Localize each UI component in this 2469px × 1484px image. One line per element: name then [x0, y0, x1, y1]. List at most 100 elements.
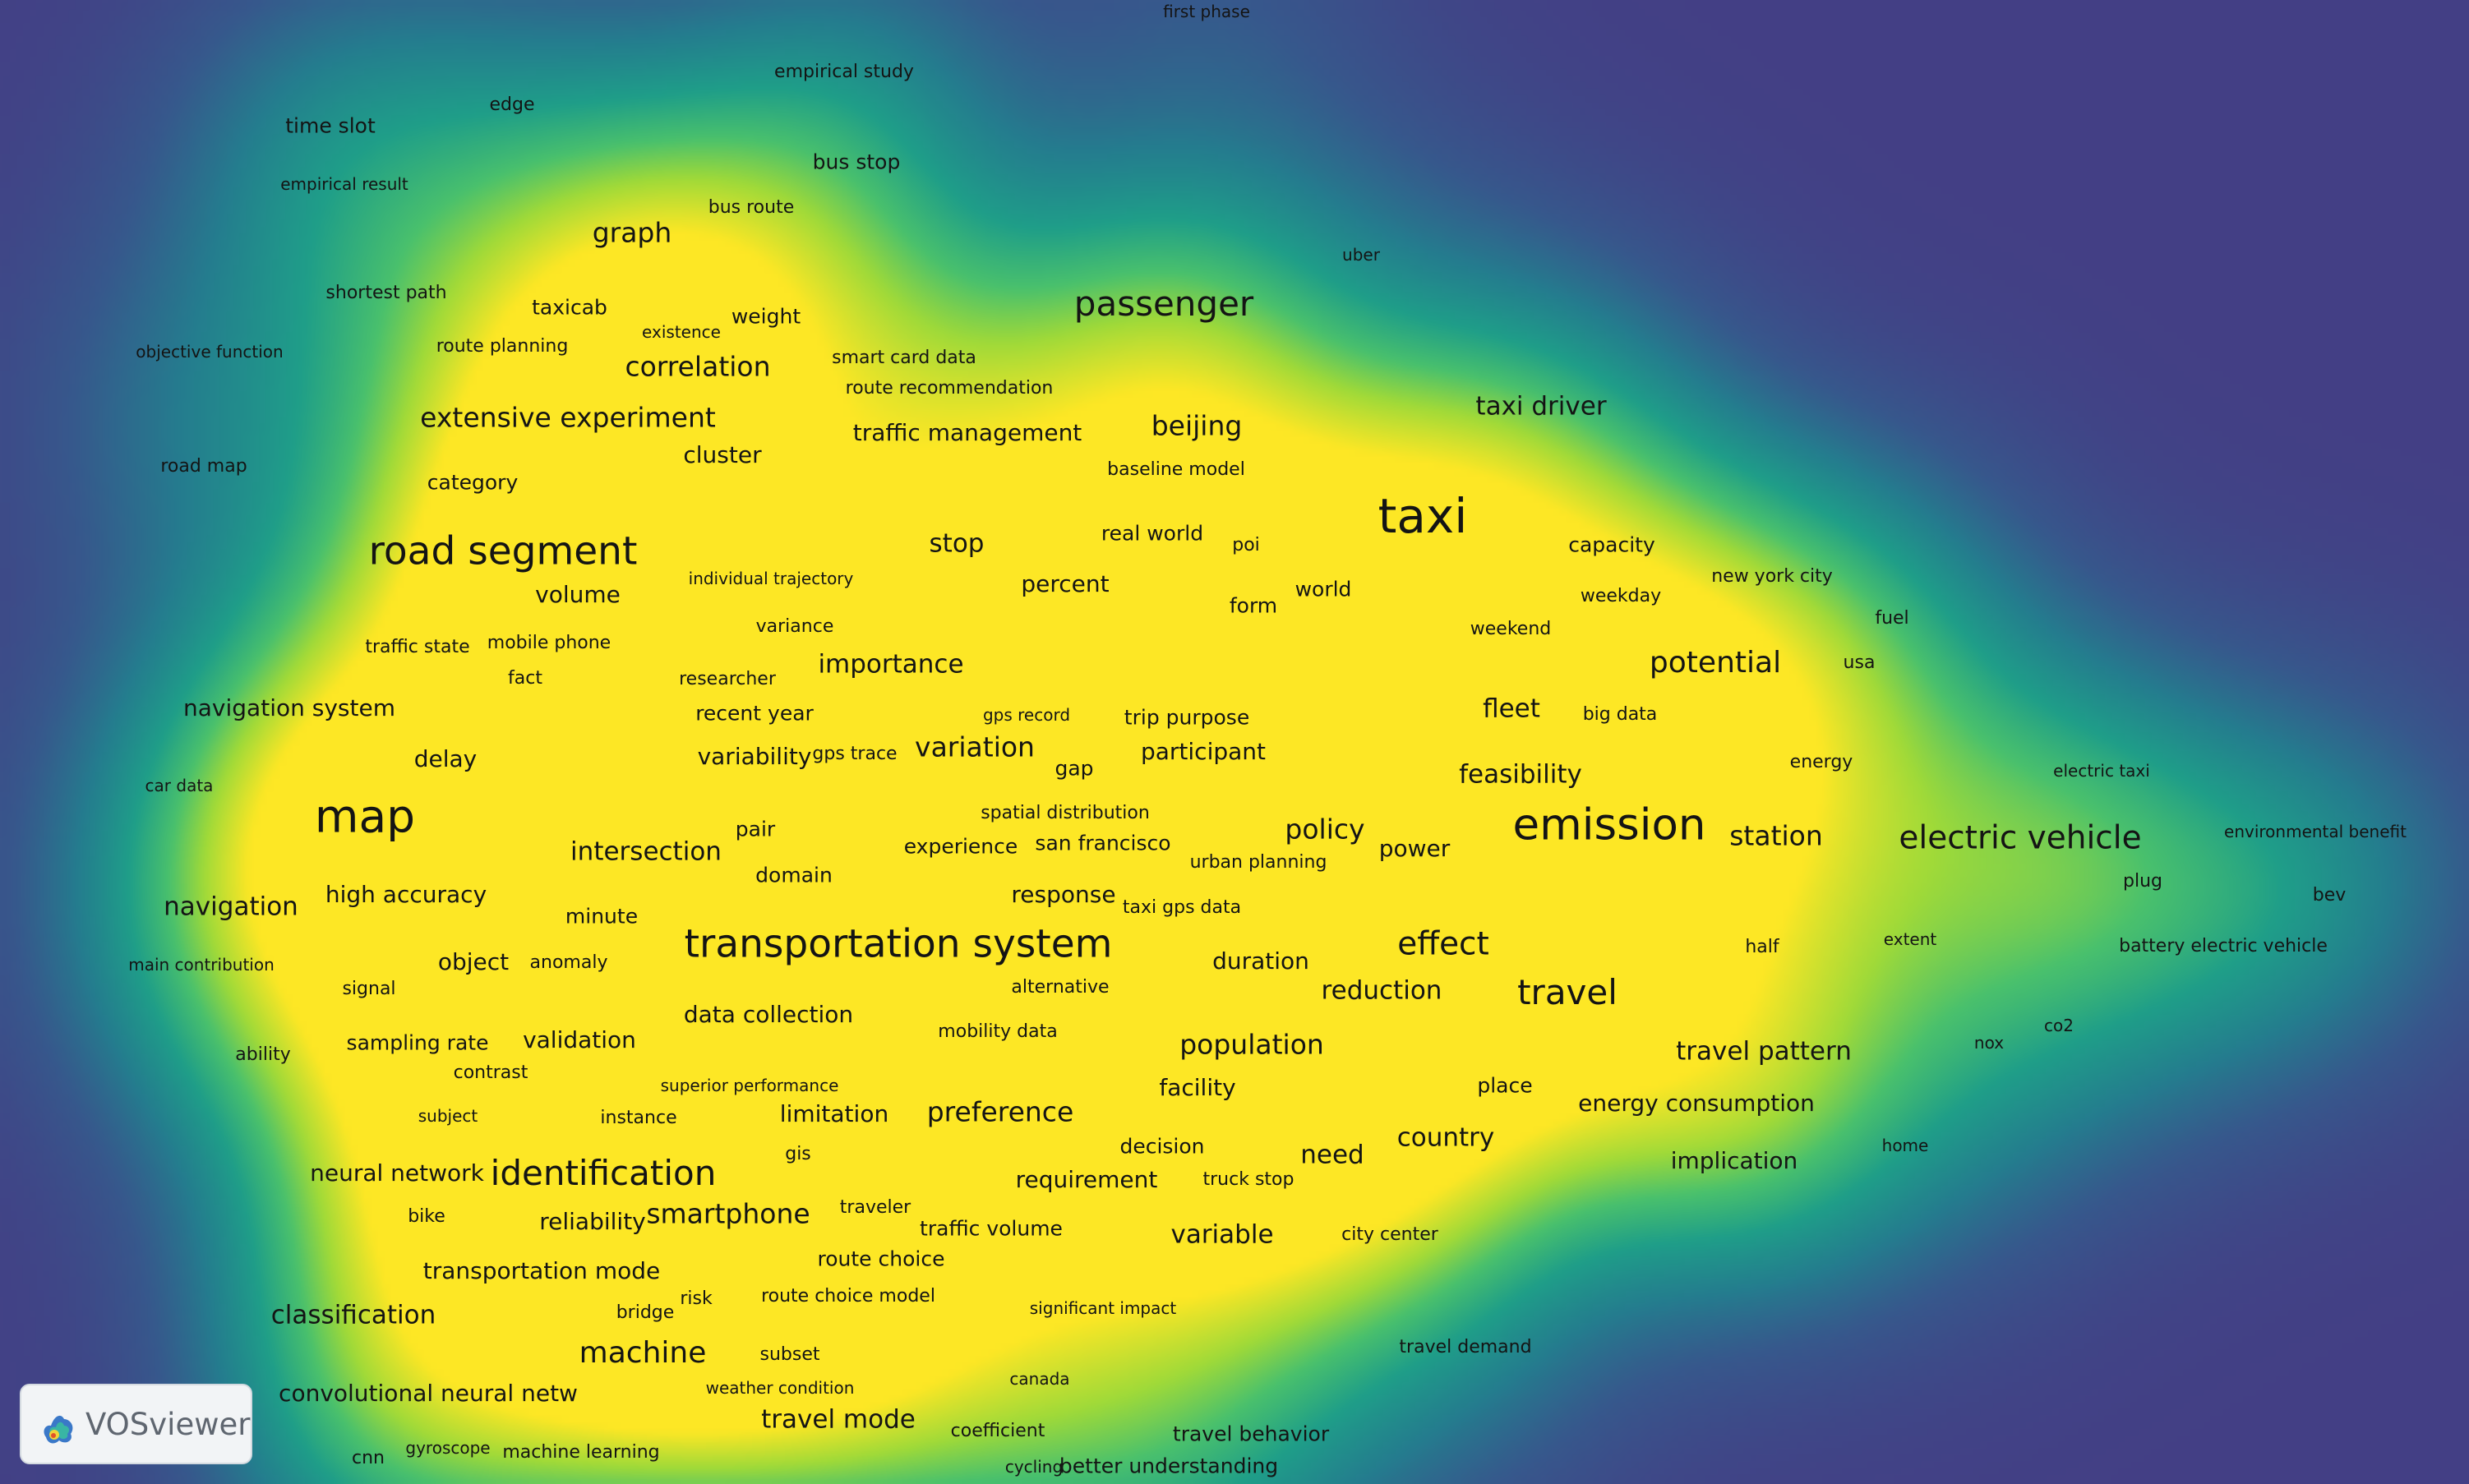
term-label[interactable]: reliability [539, 1208, 646, 1235]
term-label[interactable]: cnn [352, 1448, 385, 1468]
term-label[interactable]: response [1011, 881, 1116, 908]
term-label[interactable]: better understanding [1059, 1454, 1279, 1478]
term-label[interactable]: weight [731, 304, 801, 329]
term-label[interactable]: category [427, 470, 519, 495]
term-label[interactable]: time slot [285, 113, 376, 138]
term-label[interactable]: signal [342, 979, 396, 999]
term-label[interactable]: identification [490, 1153, 717, 1193]
term-label[interactable]: limitation [779, 1100, 889, 1127]
term-label[interactable]: validation [523, 1026, 636, 1053]
term-label[interactable]: variance [755, 616, 834, 637]
term-label[interactable]: city center [1341, 1224, 1438, 1245]
term-label[interactable]: bev [2312, 885, 2347, 906]
term-label[interactable]: traffic state [365, 637, 470, 657]
term-label[interactable]: domain [755, 863, 833, 887]
term-label[interactable]: gap [1055, 756, 1094, 781]
term-label[interactable]: duration [1212, 947, 1309, 975]
term-label[interactable]: plug [2123, 871, 2162, 892]
term-label[interactable]: environmental benefit [2224, 822, 2407, 841]
term-label[interactable]: empirical result [280, 174, 408, 194]
term-label[interactable]: gis [785, 1144, 811, 1164]
term-label[interactable]: cycling [1004, 1457, 1064, 1477]
term-label[interactable]: subject [418, 1106, 478, 1126]
term-label[interactable]: participant [1140, 738, 1267, 765]
term-label[interactable]: superior performance [660, 1076, 839, 1095]
term-label[interactable]: energy [1789, 752, 1853, 772]
term-label[interactable]: coefficient [950, 1421, 1045, 1441]
term-label[interactable]: electric taxi [2053, 761, 2150, 781]
term-label[interactable]: mobility data [938, 1021, 1058, 1042]
term-label[interactable]: convolutional neural netw [279, 1380, 578, 1407]
term-label[interactable]: data collection [683, 1001, 854, 1028]
term-label[interactable]: real world [1101, 521, 1204, 546]
term-label[interactable]: fact [508, 668, 542, 689]
term-label[interactable]: traffic volume [920, 1216, 1063, 1241]
term-label[interactable]: electric vehicle [1899, 819, 2142, 857]
term-label[interactable]: objective function [136, 342, 284, 362]
term-label[interactable]: place [1477, 1073, 1533, 1098]
term-label[interactable]: bus stop [812, 150, 901, 174]
term-label[interactable]: travel pattern [1676, 1036, 1852, 1067]
term-label[interactable]: bike [408, 1206, 445, 1227]
term-label[interactable]: usa [1843, 652, 1876, 673]
term-label[interactable]: route planning [436, 336, 569, 357]
term-label[interactable]: extent [1883, 929, 1937, 949]
term-label[interactable]: navigation system [183, 694, 395, 721]
term-label[interactable]: edge [489, 94, 535, 115]
term-label[interactable]: road segment [368, 528, 638, 574]
term-label[interactable]: gyroscope [405, 1438, 491, 1458]
term-label[interactable]: travel behavior [1172, 1422, 1330, 1446]
term-label[interactable]: bus route [708, 197, 795, 218]
term-label[interactable]: canada [1009, 1369, 1070, 1389]
term-label[interactable]: taxi driver [1475, 391, 1607, 422]
term-label[interactable]: variation [915, 730, 1035, 763]
term-label[interactable]: neural network [310, 1159, 484, 1187]
term-label[interactable]: facility [1159, 1074, 1236, 1101]
term-label[interactable]: individual trajectory [688, 569, 854, 588]
term-label[interactable]: world [1294, 577, 1352, 601]
term-label[interactable]: form [1229, 593, 1278, 618]
term-label[interactable]: minute [565, 904, 639, 929]
term-label[interactable]: gps trace [812, 744, 898, 764]
term-label[interactable]: first phase [1163, 2, 1250, 21]
term-label[interactable]: reduction [1321, 975, 1442, 1006]
term-label[interactable]: travel [1517, 972, 1618, 1012]
term-label[interactable]: route recommendation [845, 378, 1054, 399]
term-label[interactable]: cluster [683, 441, 762, 468]
term-label[interactable]: pair [735, 817, 776, 841]
term-label[interactable]: policy [1285, 813, 1365, 846]
term-label[interactable]: energy consumption [1578, 1090, 1815, 1117]
term-label[interactable]: road map [160, 456, 247, 477]
term-label[interactable]: sampling rate [346, 1030, 489, 1055]
term-label[interactable]: fleet [1483, 694, 1540, 724]
term-label[interactable]: travel mode [761, 1404, 916, 1435]
term-label[interactable]: need [1300, 1140, 1364, 1170]
term-label[interactable]: weather condition [705, 1378, 855, 1398]
term-label[interactable]: taxicab [532, 295, 607, 320]
term-label[interactable]: experience [903, 834, 1018, 859]
term-label[interactable]: significant impact [1029, 1298, 1177, 1318]
term-label[interactable]: power [1378, 835, 1451, 862]
term-label[interactable]: empirical study [774, 62, 914, 82]
term-label[interactable]: half [1745, 937, 1779, 957]
term-label[interactable]: san francisco [1035, 831, 1171, 855]
term-label[interactable]: co2 [2044, 1016, 2074, 1035]
term-label[interactable]: intersection [570, 836, 722, 867]
term-label[interactable]: recent year [695, 701, 814, 726]
term-label[interactable]: big data [1582, 704, 1658, 725]
term-label[interactable]: machine learning [502, 1442, 660, 1463]
term-label[interactable]: requirement [1015, 1166, 1158, 1193]
term-label[interactable]: existence [642, 322, 721, 342]
term-label[interactable]: route choice model [761, 1286, 935, 1307]
term-label[interactable]: importance [818, 649, 964, 680]
term-label[interactable]: variable [1170, 1219, 1274, 1250]
term-label[interactable]: effect [1397, 925, 1489, 963]
term-label[interactable]: traveler [839, 1197, 911, 1218]
term-label[interactable]: high accuracy [325, 881, 487, 908]
term-label[interactable]: station [1729, 819, 1823, 852]
term-label[interactable]: new york city [1711, 566, 1833, 587]
term-label[interactable]: extensive experiment [420, 401, 716, 434]
term-label[interactable]: ability [235, 1044, 291, 1065]
term-label[interactable]: graph [592, 216, 672, 249]
